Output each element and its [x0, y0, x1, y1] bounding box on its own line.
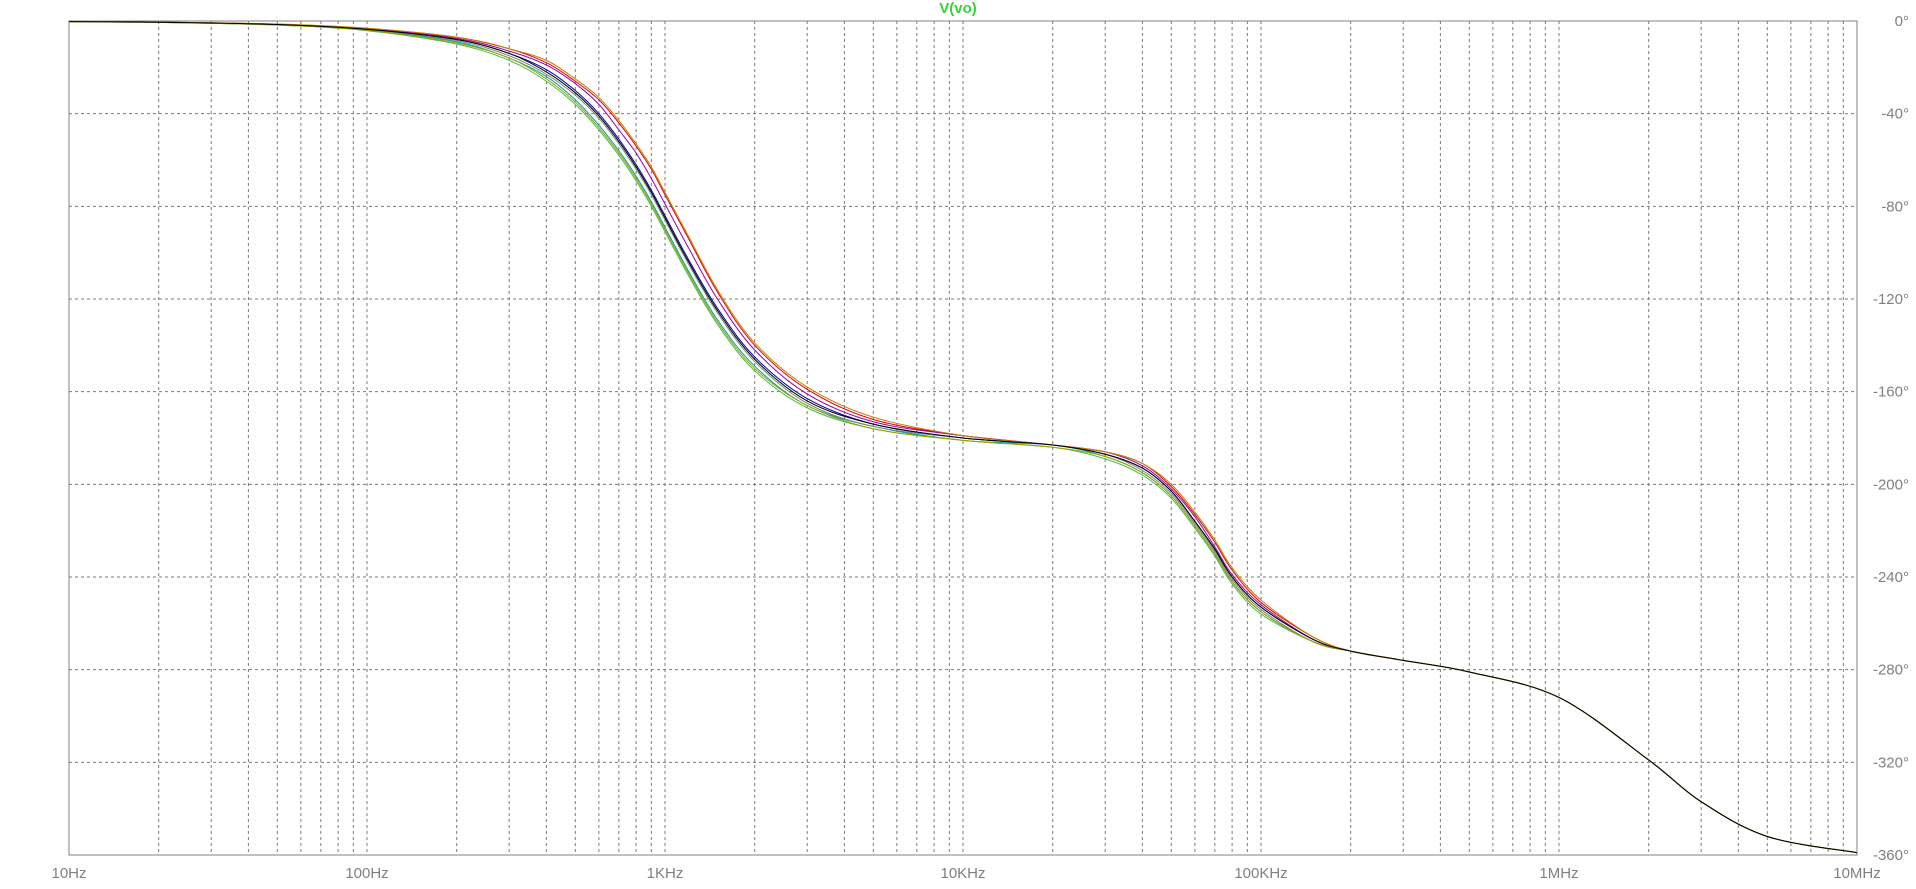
x-axis-ticks: 10Hz 100Hz 1KHz 10KHz 100KHz 1MHz 10MHz [51, 865, 1880, 882]
y-tick-label: -80° [1881, 198, 1909, 215]
x-tick-label: 10KHz [940, 865, 985, 882]
trace-label[interactable]: V(vo) [939, 0, 977, 17]
x-tick-label: 10Hz [51, 865, 86, 882]
y-tick-label: -120° [1873, 291, 1909, 308]
x-tick-label: 100KHz [1234, 865, 1287, 882]
y-tick-label: -160° [1873, 384, 1909, 401]
y-tick-label: -280° [1873, 662, 1909, 679]
series-layer [68, 20, 1858, 854]
y-tick-label: -320° [1873, 754, 1909, 771]
y-axis-ticks: 0° -40° -80° -120° -160° -200° -240° -280° -320°… [1873, 13, 1909, 864]
series-line-9 [68, 21, 1858, 854]
y-tick-label: -240° [1873, 569, 1909, 586]
y-tick-label: 0° [1895, 13, 1909, 30]
plot-frame [68, 20, 1858, 856]
y-tick-label: -360° [1873, 847, 1909, 864]
y-tick-label: -40° [1881, 106, 1909, 123]
x-tick-label: 10MHz [1833, 865, 1881, 882]
grid-layer [69, 21, 1857, 855]
x-tick-label: 100Hz [345, 865, 388, 882]
x-tick-label: 1MHz [1539, 865, 1578, 882]
y-tick-label: -200° [1873, 476, 1909, 493]
x-tick-label: 1KHz [647, 865, 684, 882]
